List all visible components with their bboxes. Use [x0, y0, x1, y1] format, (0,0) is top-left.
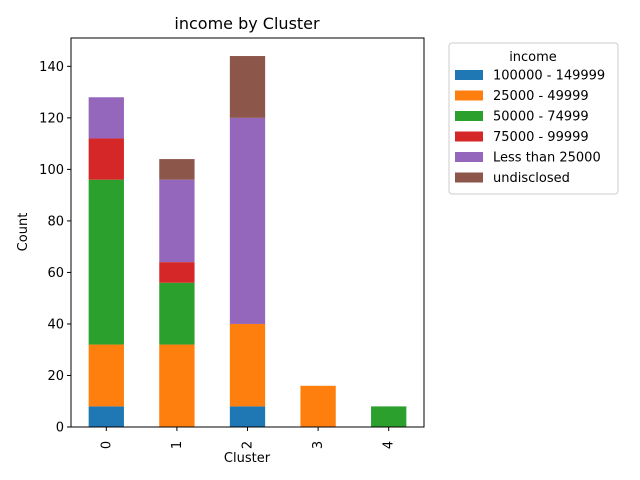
bar-segment-cluster-2-series-5: [229, 56, 266, 118]
legend-label-1: 25000 - 49999: [493, 89, 589, 104]
bar-segment-cluster-2-series-1: [229, 323, 266, 407]
bar-segment-cluster-1-series-1: [159, 344, 195, 427]
y-tick-label: 0: [56, 421, 64, 436]
legend-label-3: 75000 - 99999: [493, 130, 589, 145]
bar-segment-cluster-3-series-1: [300, 385, 336, 427]
y-tick-label: 120: [39, 111, 64, 126]
bar-segment-cluster-4-series-2: [371, 406, 407, 427]
bar-segment-cluster-0-series-0: [88, 406, 124, 427]
plot-frame: [70, 37, 425, 428]
y-tick-label: 60: [47, 266, 64, 281]
bar-segment-cluster-0-series-2: [88, 179, 124, 345]
legend-label-2: 50000 - 74999: [493, 110, 589, 125]
bar-segment-cluster-1-series-3: [159, 262, 195, 283]
y-tick-label: 20: [47, 369, 64, 384]
y-tick-label: 80: [47, 214, 64, 229]
x-axis-label: Cluster: [224, 451, 271, 466]
legend-label-0: 100000 - 149999: [493, 69, 605, 84]
bar-segment-cluster-1-series-2: [159, 282, 195, 345]
y-tick-label: 40: [47, 317, 64, 332]
bar-segment-cluster-0-series-1: [88, 344, 124, 407]
legend-swatch-3: [455, 131, 483, 142]
chart-title: income by Cluster: [174, 14, 320, 33]
legend-title: income: [509, 50, 557, 65]
y-axis-label: Count: [16, 213, 31, 252]
legend-swatch-2: [455, 111, 483, 121]
bar-segment-cluster-2-series-0: [229, 406, 266, 427]
legend-label-4: Less than 25000: [493, 151, 601, 166]
bar-segment-cluster-1-series-5: [159, 159, 195, 180]
bar-segment-cluster-1-series-4: [159, 179, 195, 263]
legend-label-5: undisclosed: [493, 171, 570, 186]
x-tick-label: 1: [170, 441, 185, 449]
y-tick-label: 100: [39, 163, 64, 178]
legend-frame: [448, 42, 619, 195]
bar-segment-cluster-0-series-3: [88, 138, 124, 180]
legend: income 100000 - 149999 25000 - 49999 50000…: [448, 42, 619, 195]
y-tick-label: 140: [39, 60, 64, 75]
x-tick-label: 0: [99, 441, 114, 449]
legend-swatch-1: [455, 90, 483, 101]
bar-segment-cluster-2-series-4: [229, 117, 266, 324]
bar-segment-cluster-0-series-4: [88, 97, 124, 139]
x-tick-label: 4: [382, 441, 397, 449]
x-tick-label: 3: [311, 441, 326, 449]
legend-swatch-0: [455, 70, 483, 80]
legend-swatch-5: [455, 172, 483, 183]
legend-swatch-4: [455, 152, 483, 162]
x-tick-label: 2: [241, 441, 256, 449]
